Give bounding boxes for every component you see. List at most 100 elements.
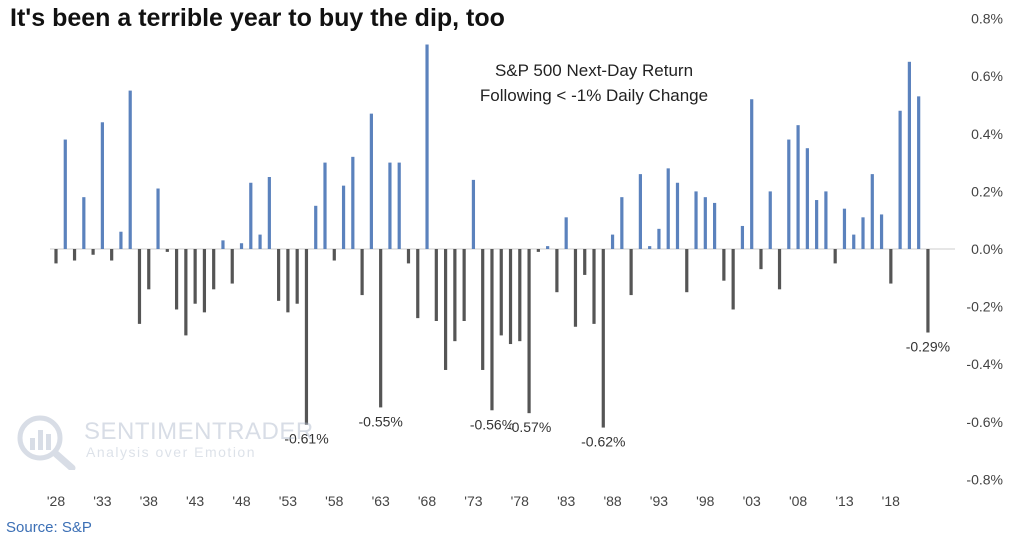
x-tick-label: '48 <box>232 493 250 509</box>
bar-1991 <box>638 174 642 249</box>
bar-1944 <box>202 249 207 313</box>
bar-1976 <box>499 249 503 336</box>
bar-1936 <box>128 90 132 249</box>
x-tick-label: '78 <box>511 493 529 509</box>
magnifier-icon <box>17 415 76 472</box>
chart-legend-title: S&P 500 Next-Day Return Following < -1% D… <box>480 61 708 105</box>
y-tick-label: 0.2% <box>971 183 1003 199</box>
bar-1968 <box>425 44 429 249</box>
x-tick-label: '18 <box>882 493 900 509</box>
bar-1982 <box>555 249 559 293</box>
y-tick-label: -0.8% <box>966 471 1003 487</box>
x-tick-label: '38 <box>140 493 158 509</box>
bar-1983 <box>564 217 568 249</box>
y-tick-label: 0.0% <box>971 241 1003 257</box>
bar-2003 <box>750 99 754 250</box>
bar-1987 <box>601 249 605 428</box>
x-tick-label: '08 <box>789 493 807 509</box>
bar-1975 <box>490 249 494 411</box>
bar-2015 <box>861 217 865 249</box>
data-label-1963: -0.55% <box>359 413 403 429</box>
bar-1985 <box>583 249 587 275</box>
x-tick-label: '68 <box>418 493 436 509</box>
bar-1960 <box>351 156 355 249</box>
bar-1945 <box>212 249 216 290</box>
bar-1974 <box>481 249 485 370</box>
bar-1988 <box>610 234 615 249</box>
bar-1961 <box>360 249 364 296</box>
legend-title-line: Following < -1% Daily Change <box>480 86 708 105</box>
bar-1943 <box>193 249 197 304</box>
bar-1933 <box>100 122 104 249</box>
bar-2006 <box>777 249 782 290</box>
bar-2002 <box>740 225 745 249</box>
data-label-1975: -0.56% <box>470 416 514 432</box>
bar-1963 <box>379 249 383 408</box>
bar-1929 <box>63 139 67 249</box>
bar-1928 <box>54 249 58 264</box>
bar-1965 <box>397 162 401 249</box>
bar-1956 <box>314 205 318 249</box>
bar-2013 <box>842 208 847 249</box>
bar-1984 <box>573 249 578 327</box>
y-tick-label: 0.4% <box>971 126 1003 142</box>
bar-1938 <box>147 249 151 290</box>
bar-2001 <box>731 249 735 310</box>
bar-1951 <box>267 177 271 249</box>
x-tick-label: '28 <box>47 493 65 509</box>
bar-1959 <box>341 185 346 249</box>
bar-1967 <box>416 249 420 319</box>
source-note: Source: S&P <box>6 519 92 536</box>
bar-1953 <box>286 249 290 313</box>
bar-1989 <box>620 197 624 249</box>
y-axis: 0.8% 0.6% 0.4% 0.2% 0.0% -0.2% -0.4% -0.6% -0.8% <box>966 11 1003 488</box>
bar-1986 <box>592 249 596 324</box>
bar-1993 <box>657 228 661 249</box>
bar-2004 <box>759 249 763 270</box>
bar-2022 <box>926 249 930 333</box>
bar-1970 <box>443 249 448 370</box>
bar-1990 <box>629 249 633 296</box>
bar-1948 <box>239 243 244 249</box>
annotations-group: -0.61% -0.55% -0.56%-0.57% -0.62% -0.29% <box>284 339 950 450</box>
bar-1942 <box>184 249 188 336</box>
legend-title-line: S&P 500 Next-Day Return <box>495 61 693 80</box>
data-label-1987: -0.62% <box>581 434 625 450</box>
bar-1969 <box>434 249 438 321</box>
x-axis: '28 '33 '38 '43 '48 '53 '58 '63 '68 '73 '78 '83 '88 '… <box>47 493 900 509</box>
bars-group <box>54 44 930 428</box>
bar-1962 <box>369 113 373 249</box>
bar-2011 <box>824 191 828 249</box>
y-tick-label: -0.6% <box>966 414 1003 430</box>
chart-headline: It's been a terrible year to buy the dip… <box>10 4 505 32</box>
bar-1958 <box>332 249 336 261</box>
x-tick-label: '83 <box>557 493 575 509</box>
bar-1978 <box>518 249 522 342</box>
bar-2010 <box>815 200 819 249</box>
bar-1999 <box>713 202 717 249</box>
x-tick-label: '58 <box>325 493 343 509</box>
bar-2017 <box>879 214 884 249</box>
bar-1979 <box>527 249 531 414</box>
x-tick-label: '93 <box>650 493 668 509</box>
y-tick-label: 0.6% <box>971 68 1003 84</box>
bar-1941 <box>174 249 179 310</box>
data-label-1979: -0.57% <box>507 419 551 435</box>
x-tick-label: '98 <box>696 493 714 509</box>
bar-1971 <box>453 249 457 342</box>
bar-1980 <box>536 249 540 252</box>
bar-2005 <box>768 191 772 249</box>
bar-1997 <box>694 191 698 249</box>
x-tick-label: '53 <box>279 493 297 509</box>
bar-1934 <box>110 249 114 261</box>
y-tick-label: -0.2% <box>966 299 1003 315</box>
y-tick-label: 0.8% <box>971 11 1003 27</box>
data-label-2022: -0.29% <box>906 339 950 355</box>
x-tick-label: '33 <box>93 493 111 509</box>
bar-1947 <box>230 249 234 284</box>
bar-1981 <box>546 246 550 249</box>
bar-2012 <box>833 249 837 264</box>
bar-1973 <box>471 179 476 249</box>
bar-1932 <box>91 249 95 255</box>
